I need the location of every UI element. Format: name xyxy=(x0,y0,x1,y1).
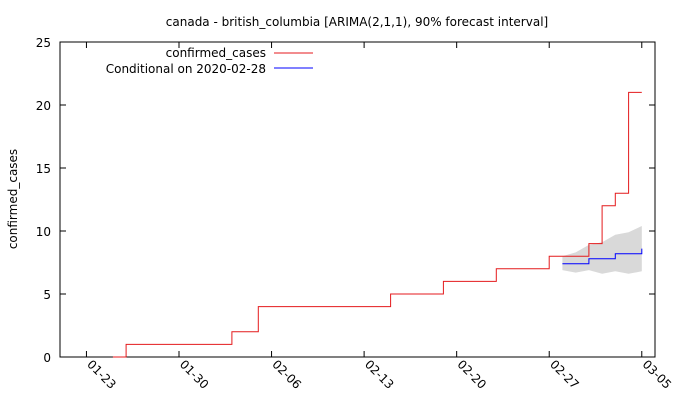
legend-label-confirmed-cases: confirmed_cases xyxy=(166,46,266,60)
y-tick-label: 15 xyxy=(36,162,51,176)
x-tick-label: 02-13 xyxy=(362,357,397,392)
y-axis-label: confirmed_cases xyxy=(6,149,20,249)
x-tick-label: 02-20 xyxy=(455,357,490,392)
chart-title: canada - british_columbia [ARIMA(2,1,1),… xyxy=(166,15,548,29)
x-tick-label: 02-27 xyxy=(547,357,582,392)
series-line-conditional xyxy=(562,248,643,265)
y-tick-label: 0 xyxy=(43,351,51,365)
y-tick-label: 20 xyxy=(36,99,51,113)
forecast-interval-band xyxy=(562,226,642,274)
series-line-confirmed-cases xyxy=(112,91,642,358)
x-tick-label: 02-06 xyxy=(269,357,304,392)
y-tick-label: 25 xyxy=(36,36,51,50)
legend-label-conditional: Conditional on 2020-02-28 xyxy=(106,62,266,76)
legend: confirmed_cases Conditional on 2020-02-2… xyxy=(106,46,313,76)
x-tick-label: 03-05 xyxy=(640,357,675,392)
x-tick-label: 01-30 xyxy=(177,357,212,392)
x-tick-label: 01-23 xyxy=(84,357,119,392)
y-tick-label: 10 xyxy=(36,225,51,239)
y-tick-label: 5 xyxy=(43,288,51,302)
plot-area: 0 5 10 15 20 25 01-23 01-30 02-06 02-13 02-20 02-27… xyxy=(36,36,675,392)
plot-frame xyxy=(59,41,656,358)
